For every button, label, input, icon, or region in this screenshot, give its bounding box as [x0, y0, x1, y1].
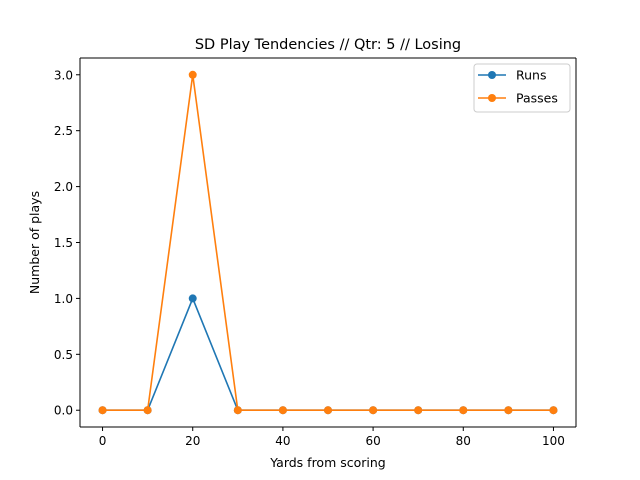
y-tick-label: 1.5	[54, 236, 73, 250]
x-tick-label: 40	[275, 434, 290, 448]
data-point-passes	[414, 406, 423, 415]
series-layer	[98, 70, 558, 415]
data-point-passes	[549, 406, 558, 415]
plot-area	[80, 58, 576, 427]
y-tick-label: 3.0	[54, 68, 73, 82]
legend-marker-runs	[488, 71, 496, 79]
x-axis-label: Yards from scoring	[269, 455, 385, 470]
data-point-passes	[369, 406, 378, 415]
data-point-passes	[143, 406, 152, 415]
data-point-passes	[504, 406, 513, 415]
y-axis-ticks: 0.0 0.5 1.0 1.5 2.0 2.5 3.0	[54, 68, 80, 418]
legend-box	[473, 63, 571, 113]
legend: Runs Passes	[473, 63, 571, 113]
y-axis-label: Number of plays	[27, 191, 42, 294]
x-tick-label: 60	[365, 434, 380, 448]
x-tick-label: 80	[456, 434, 471, 448]
data-point-passes	[98, 406, 107, 415]
x-axis-ticks: 0 20 40 60 80 100	[99, 427, 565, 448]
x-tick-label: 100	[542, 434, 565, 448]
legend-marker-passes	[488, 94, 496, 102]
x-tick-label: 20	[185, 434, 200, 448]
y-tick-label: 2.0	[54, 180, 73, 194]
data-point-runs	[188, 294, 197, 303]
y-tick-label: 2.5	[54, 124, 73, 138]
data-point-passes	[188, 70, 197, 79]
legend-label-passes: Passes	[516, 91, 558, 106]
chart-title: SD Play Tendencies // Qtr: 5 // Losing	[195, 37, 461, 53]
data-point-passes	[233, 406, 242, 415]
y-tick-label: 0.0	[54, 404, 73, 418]
legend-label-runs: Runs	[516, 68, 546, 83]
x-tick-label: 0	[99, 434, 107, 448]
data-point-passes	[324, 406, 332, 415]
y-tick-label: 0.5	[54, 348, 73, 362]
y-tick-label: 1.0	[54, 292, 73, 306]
data-point-passes	[459, 406, 468, 415]
data-point-passes	[278, 406, 287, 415]
